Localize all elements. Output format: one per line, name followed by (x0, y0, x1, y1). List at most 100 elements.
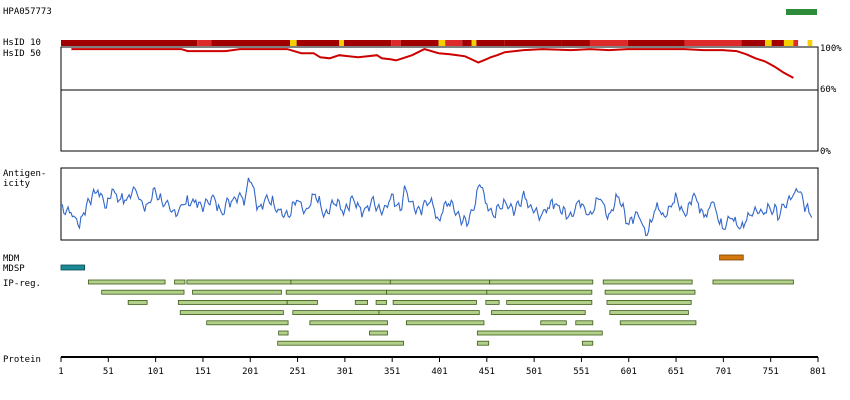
hsid10-segment-23 (793, 40, 799, 46)
hsid10-segment-7 (391, 40, 401, 46)
x-tick-label-801: 801 (810, 367, 826, 377)
x-tick-label-551: 551 (573, 367, 589, 377)
ip-region-4 (389, 279, 491, 285)
ip-region-33 (619, 320, 697, 326)
x-tick-label-251: 251 (289, 367, 305, 377)
x-tick-label-51: 51 (103, 367, 114, 377)
hsid10-segment-3 (289, 40, 297, 46)
ip-region-8 (101, 289, 185, 295)
ip-region-6 (602, 279, 693, 285)
hsid10-segment-19 (741, 40, 766, 46)
ip-region-34 (278, 330, 289, 336)
mdsp-track (60, 264, 86, 271)
ip-regions-track (88, 279, 794, 346)
ip-region-35 (369, 330, 388, 336)
hsid10-segment-12 (471, 40, 477, 46)
x-tick-label-401: 401 (431, 367, 447, 377)
hsid10-segment-1 (197, 40, 212, 46)
identity-y-tick-60: 60% (820, 85, 837, 95)
ip-region-27 (609, 310, 689, 316)
ip-region-13 (604, 289, 696, 295)
hsid10-segment-15 (561, 40, 590, 46)
ip-region-20 (485, 299, 500, 305)
legend-swatch (786, 9, 817, 15)
hsid10-segment-5 (339, 40, 344, 46)
identity-y-tick-0: 0% (820, 147, 831, 157)
x-tick-label-501: 501 (526, 367, 542, 377)
ip-region-16 (286, 299, 318, 305)
hsid10-segment-21 (771, 40, 784, 46)
identity-y-tick-100: 100% (820, 44, 842, 54)
ip-region-25 (378, 310, 480, 316)
ip-region-23 (179, 310, 284, 316)
ip-region-38 (476, 340, 490, 346)
hsid10-segment-17 (627, 40, 685, 46)
ip-region-17 (354, 299, 368, 305)
hsid10-segment-2 (211, 40, 290, 46)
antigenicity-line-series (61, 177, 813, 237)
hsid10-segment-6 (343, 40, 392, 46)
hsid10-segment-9 (438, 40, 446, 46)
ip-region-2 (186, 279, 292, 285)
hsid10-segment-13 (476, 40, 505, 46)
ip-region-18 (375, 299, 387, 305)
ip-region-22 (606, 299, 692, 305)
hsid10-label: HsID 10 (3, 38, 41, 48)
hsid10-segment-8 (400, 40, 439, 46)
ip-region-26 (491, 310, 586, 316)
hsid10-segment-20 (765, 40, 772, 46)
x-tick-label-101: 101 (147, 367, 163, 377)
x-tick-label-601: 601 (621, 367, 637, 377)
ip-region-10 (285, 289, 387, 295)
x-tick-label-351: 351 (384, 367, 400, 377)
ip-region-7 (712, 279, 794, 285)
mdm-track (719, 254, 744, 261)
ip-region-5 (489, 279, 594, 285)
antigenicity-label-2: icity (3, 179, 31, 189)
x-tick-label-151: 151 (195, 367, 211, 377)
ip-region-39 (581, 340, 594, 346)
mdm-label: MDM (3, 254, 20, 264)
x-tick-label-1: 1 (58, 367, 63, 377)
protein-x-axis: 1 51 101 151 201 251 301 351 401 451 501 551 601 651 7… (58, 357, 826, 377)
hsid10-segment-18 (684, 40, 742, 46)
ip-region-24 (292, 310, 380, 316)
antigenicity-label-1: Antigen- (3, 169, 46, 179)
ip-region-32 (575, 320, 594, 326)
x-tick-label-301: 301 (337, 367, 353, 377)
protein-label: Protein (3, 355, 41, 365)
ip-region-29 (309, 320, 388, 326)
hsid10-heat-bar (61, 40, 813, 46)
ip-region-3 (290, 279, 391, 285)
identity-y-tick-labels: 100% 60% 0% (820, 44, 842, 157)
ip-region-11 (386, 289, 488, 295)
ip-region-19 (392, 299, 477, 305)
ip-region-28 (206, 320, 289, 326)
ip-region-30 (405, 320, 485, 326)
hsid10-segment-22 (783, 40, 794, 46)
hsid10-segment-14 (504, 40, 562, 46)
ipreg-label: IP-reg. (3, 279, 41, 289)
ip-region-12 (486, 289, 593, 295)
x-tick-label-701: 701 (715, 367, 731, 377)
hsid10-segment-24 (807, 40, 813, 46)
hsid50-label: HsID 50 (3, 49, 41, 59)
antigenicity-panel-frame (60, 167, 819, 241)
ip-region-36 (476, 330, 603, 336)
antigenicity-series-line (61, 177, 813, 237)
ip-region-1 (174, 279, 186, 285)
hsid10-segment-4 (296, 40, 340, 46)
ip-region-37 (277, 340, 404, 346)
ip-region-0 (88, 279, 166, 285)
ip-region-14 (127, 299, 148, 305)
ip-region-21 (506, 299, 593, 305)
ip-region-15 (177, 299, 288, 305)
identity-line-series (71, 48, 794, 79)
mdsp-label: MDSP (3, 264, 25, 274)
chart-title: HPA057773 (3, 7, 52, 17)
hsid10-segment-16 (589, 40, 628, 46)
x-tick-label-451: 451 (479, 367, 495, 377)
identity-series-line (71, 48, 794, 79)
hsid10-segment-0 (61, 40, 198, 46)
